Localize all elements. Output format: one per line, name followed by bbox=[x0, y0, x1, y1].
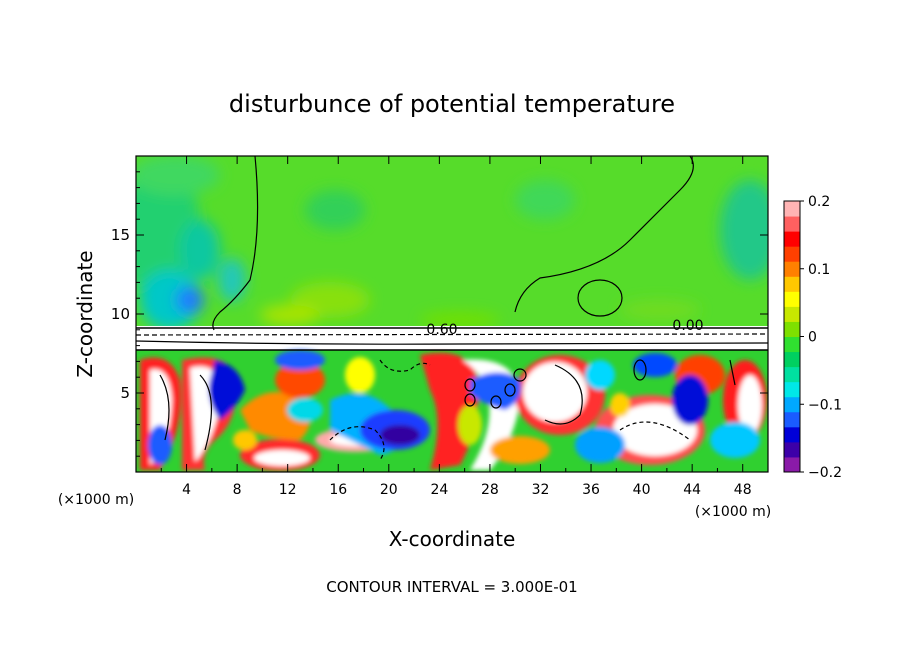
colorbar-tick-label: 0.2 bbox=[808, 194, 830, 210]
contour-lines bbox=[136, 156, 768, 461]
colorbar-swatch bbox=[784, 306, 800, 322]
contour-interval-note: CONTOUR INTERVAL = 3.000E-01 bbox=[326, 578, 577, 596]
colorbar-swatch bbox=[784, 321, 800, 337]
colorbar-swatch bbox=[784, 456, 800, 473]
x-tick-label: 20 bbox=[380, 482, 398, 498]
lower-field-eddies bbox=[140, 350, 767, 471]
y-tick-label: 15 bbox=[111, 226, 130, 244]
x-tick-label: 16 bbox=[329, 482, 347, 498]
x-tick-label: 4 bbox=[182, 482, 191, 498]
y-axis-label: Z-coordinate bbox=[73, 250, 97, 377]
colorbar-swatch bbox=[784, 441, 800, 458]
colorbar-swatch bbox=[784, 396, 800, 413]
contour-label: 0.60 bbox=[426, 322, 457, 338]
y-tick-label: 5 bbox=[120, 384, 130, 402]
colorbar-swatch bbox=[784, 381, 800, 398]
contour-label: 0.00 bbox=[672, 318, 703, 334]
colorbar-tick-label: 0.1 bbox=[808, 262, 830, 278]
colorbar-swatch bbox=[784, 291, 800, 307]
x-tick-label: 8 bbox=[233, 482, 242, 498]
x-unit-right: (×1000 m) bbox=[695, 504, 771, 520]
x-tick-label: 48 bbox=[734, 482, 752, 498]
colorbar-ticks: 0.2 0.1 0 −0.1 −0.2 bbox=[800, 194, 842, 481]
x-tick-label: 40 bbox=[633, 482, 651, 498]
upper-field bbox=[136, 156, 768, 328]
y-axis-ticks: 5 10 15 bbox=[111, 171, 768, 457]
y-tick-label: 10 bbox=[111, 305, 130, 323]
colorbar-swatch bbox=[784, 216, 800, 232]
colorbar-swatch bbox=[784, 426, 800, 443]
colorbar bbox=[784, 201, 800, 473]
x-tick-label: 12 bbox=[279, 482, 297, 498]
colorbar-swatch bbox=[784, 231, 800, 247]
x-tick-label: 24 bbox=[430, 482, 448, 498]
x-axis-label: X-coordinate bbox=[389, 527, 516, 551]
colorbar-tick-label: 0 bbox=[808, 330, 817, 346]
colorbar-swatch bbox=[784, 276, 800, 292]
colorbar-swatch bbox=[784, 351, 800, 368]
plot-area: 0.60 0.00 bbox=[136, 156, 768, 472]
interface-band bbox=[136, 326, 768, 352]
x-axis-ticks: 4 8 12 16 20 24 28 32 36 40 44 48 bbox=[160, 156, 752, 498]
x-unit-left: (×1000 m) bbox=[58, 492, 134, 508]
chart-title: disturbunce of potential temperature bbox=[229, 90, 675, 118]
x-tick-label: 28 bbox=[481, 482, 499, 498]
x-tick-label: 44 bbox=[683, 482, 701, 498]
colorbar-swatch bbox=[784, 366, 800, 383]
upper-field-variations bbox=[136, 156, 768, 330]
colorbar-tick-label: −0.1 bbox=[808, 397, 842, 413]
colorbar-swatch bbox=[784, 411, 800, 428]
colorbar-swatch bbox=[784, 246, 800, 262]
x-tick-label: 36 bbox=[582, 482, 600, 498]
colorbar-swatch bbox=[784, 201, 800, 217]
colorbar-tick-label: −0.2 bbox=[808, 465, 842, 481]
x-tick-label: 32 bbox=[532, 482, 550, 498]
colorbar-swatch bbox=[784, 336, 800, 353]
colorbar-swatch bbox=[784, 261, 800, 277]
